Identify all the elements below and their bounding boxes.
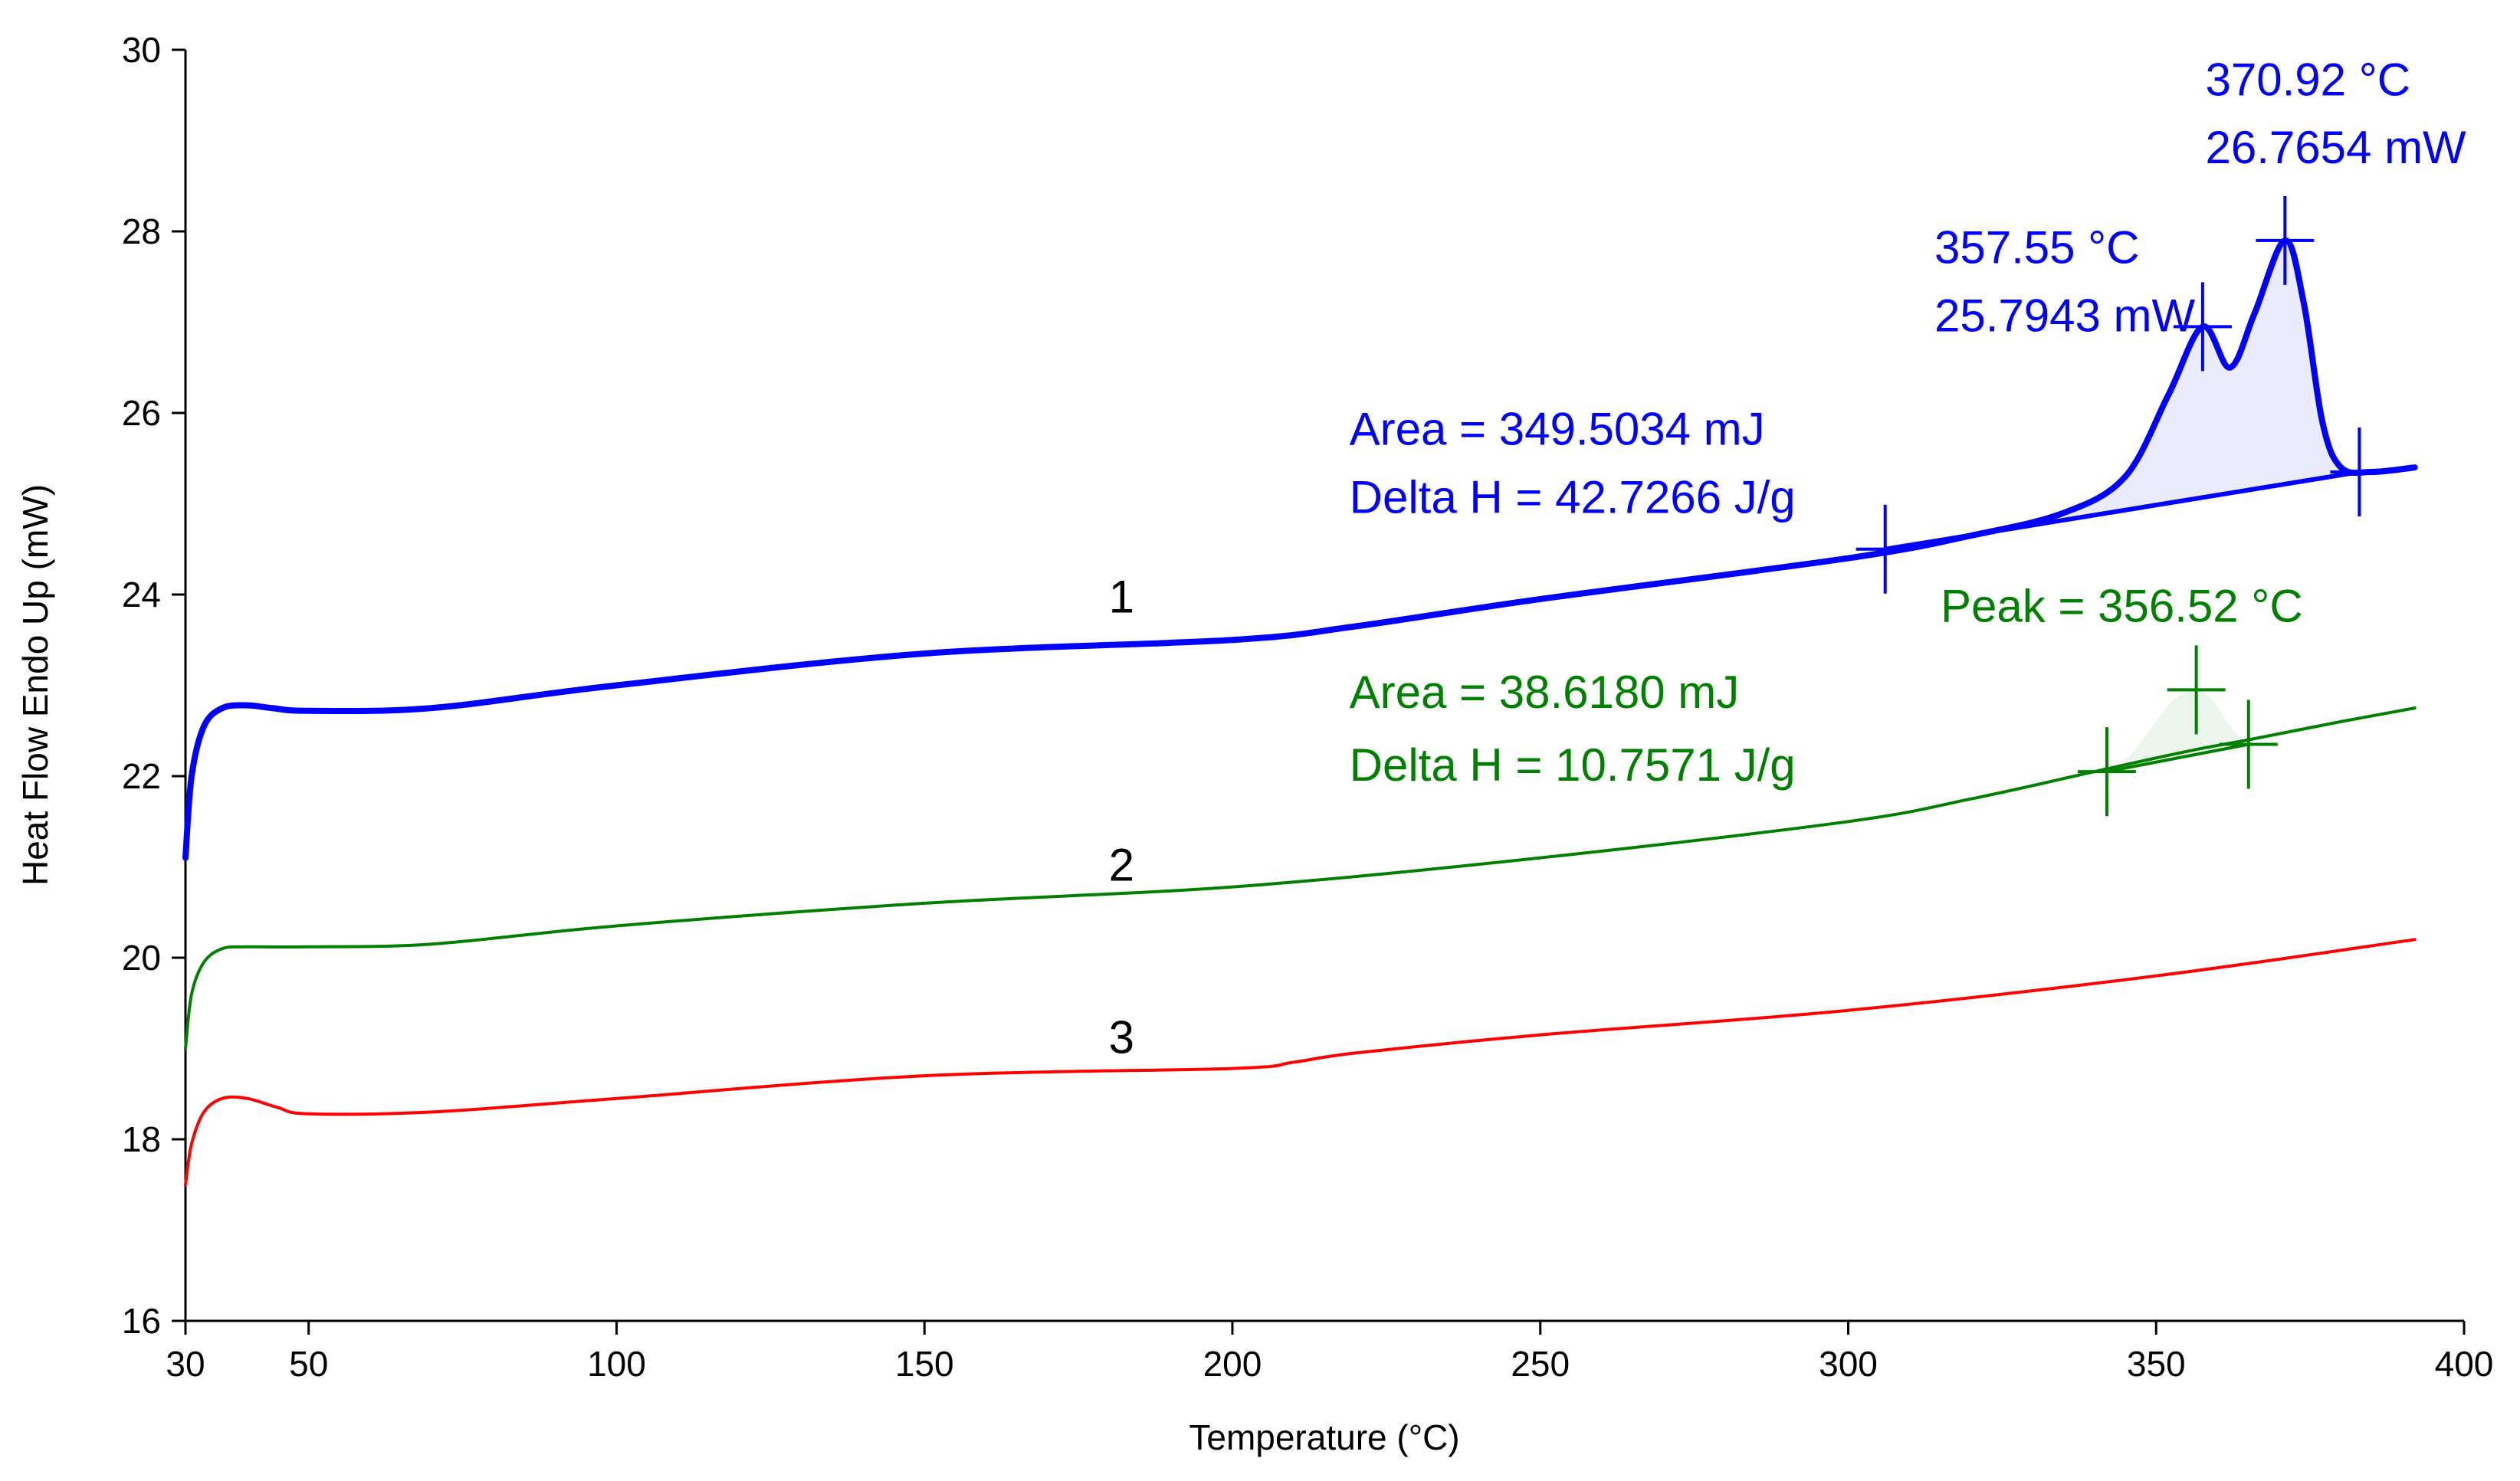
y-tick-label: 26 — [122, 393, 161, 433]
x-tick-label: 150 — [895, 1344, 954, 1384]
y-tick-label: 16 — [122, 1301, 161, 1341]
x-tick-label: 30 — [166, 1344, 205, 1384]
x-tick-label: 350 — [2127, 1344, 2186, 1384]
x-tick-label: 100 — [587, 1344, 646, 1384]
peak-area-series-1 — [1885, 240, 2360, 549]
series-3-line — [184, 938, 2417, 1187]
x-tick-label: 50 — [289, 1344, 328, 1384]
peak-markers — [1856, 195, 2389, 817]
series-1-line — [182, 237, 2418, 861]
series-label-3: 3 — [1109, 1011, 1134, 1063]
annotations: 1 2 3 357.55 °C 25.7943 mW 370.92 °C 26.7654 m… — [1109, 54, 2466, 1063]
ticks: 16 18 20 22 24 26 28 30 30 50 100 150 200 250 300 350 40… — [122, 30, 2494, 1384]
series-lines — [182, 237, 2418, 1187]
x-axis-title: Temperature (°C) — [1189, 1417, 1459, 1457]
y-axis-title: Heat Flow Endo Up (mW) — [15, 484, 55, 886]
annotation-green-peak: Peak = 356.52 °C — [1941, 581, 2303, 632]
annotation-blue-delta-h: Delta H = 42.7266 J/g — [1350, 471, 1796, 523]
y-tick-label: 28 — [122, 211, 161, 251]
x-tick-label: 200 — [1203, 1344, 1262, 1384]
y-tick-label: 22 — [122, 756, 161, 796]
x-tick-label: 250 — [1511, 1344, 1570, 1384]
series-label-1: 1 — [1109, 572, 1134, 623]
series-label-2: 2 — [1109, 839, 1134, 890]
y-tick-label: 24 — [122, 575, 161, 614]
annotation-peak2-power: 26.7654 mW — [2206, 122, 2467, 173]
annotation-blue-area: Area = 349.5034 mJ — [1350, 403, 1765, 454]
axes — [184, 50, 2464, 1322]
series-2-line — [184, 706, 2417, 1050]
x-tick-label: 300 — [1819, 1344, 1878, 1384]
peak-baseline-series-2 — [2106, 742, 2249, 774]
y-tick-label: 30 — [122, 30, 161, 70]
peak-area-series-2 — [2107, 690, 2249, 772]
annotation-peak1-temp: 357.55 °C — [1934, 221, 2140, 273]
annotation-peak2-temp: 370.92 °C — [2206, 54, 2411, 105]
y-tick-label: 20 — [122, 938, 161, 978]
x-tick-label: 400 — [2435, 1344, 2494, 1384]
peak-fills — [1885, 240, 2360, 772]
y-tick-label: 18 — [122, 1119, 161, 1159]
annotation-green-area: Area = 38.6180 mJ — [1350, 667, 1740, 718]
annotation-green-delta-h: Delta H = 10.7571 J/g — [1350, 739, 1796, 791]
annotation-peak1-power: 25.7943 mW — [1934, 290, 2196, 341]
